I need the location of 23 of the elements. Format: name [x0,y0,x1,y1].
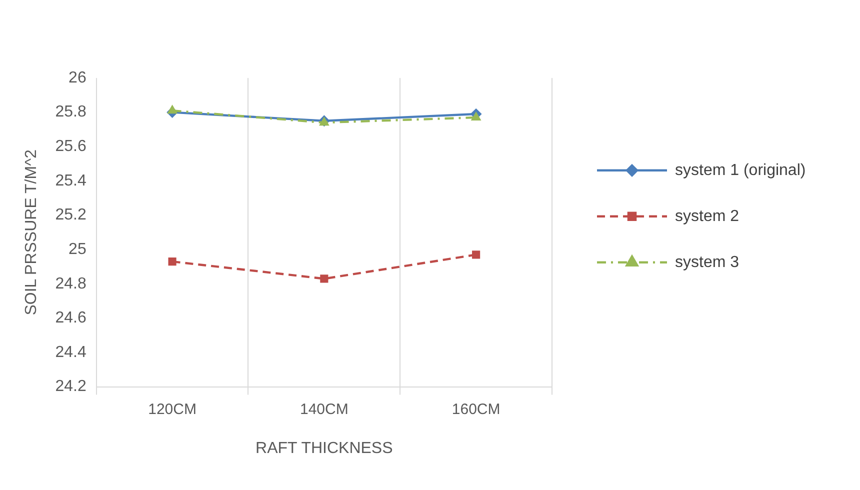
y-tick-label: 24.6 [55,310,86,327]
point [167,105,178,114]
point [168,258,176,266]
y-tick-label: 25.8 [55,104,86,121]
x-tick-label: 160CM [452,400,500,418]
x-tick-label: 120CM [148,400,196,418]
y-tick-label: 25.2 [55,206,86,224]
y-tick-label: 26 [68,69,86,86]
legend-label: system 3 [675,254,740,271]
y-tick-label: 24.2 [55,378,86,396]
y-tick-label: 25.6 [55,138,86,156]
y-tick-label: 25.4 [55,172,86,190]
y-axis-title: SOIL PRSSURE T/M^2 [23,149,40,316]
point [472,250,480,259]
legend-label: system 1 (original) [675,162,806,179]
y-tick-label: 24.4 [55,344,86,361]
legend-label: system 2 [675,208,740,225]
x-axis-title: RAFT THICKNESS [256,440,393,457]
point [320,274,328,283]
y-tick-label: 24.8 [55,275,86,292]
y-tick-label: 25 [68,240,86,258]
point [471,112,481,120]
x-tick-label: 140CM [300,400,348,418]
